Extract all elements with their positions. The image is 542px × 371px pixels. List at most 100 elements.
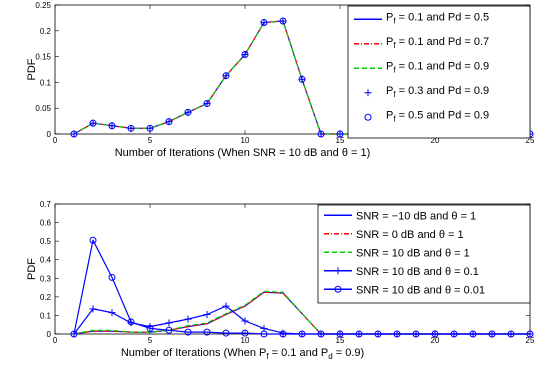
data-point — [146, 124, 154, 132]
y-tick-label: 0.25 — [35, 1, 51, 10]
data-point — [222, 302, 230, 310]
y-tick-label: 0.2 — [40, 293, 52, 302]
legend: SNR = −10 dB and θ = 1 SNR = 0 dB and θ =… — [317, 204, 531, 304]
y-tick-label: 0.1 — [40, 78, 52, 87]
data-point — [431, 330, 439, 338]
y-tick-label: 0.05 — [35, 104, 51, 113]
y-tick-label: 0.15 — [35, 53, 51, 62]
x-tick-label: 5 — [148, 336, 153, 345]
legend-entry: SNR = 10 dB and θ = 0.01 — [324, 284, 485, 296]
data-point — [203, 100, 211, 108]
data-point — [317, 330, 325, 338]
data-point — [336, 130, 344, 138]
legend-entry: SNR = −10 dB and θ = 1 — [324, 210, 476, 222]
data-point — [393, 330, 401, 338]
data-point — [298, 330, 306, 338]
x-tick-label: 5 — [148, 136, 153, 145]
legend-label: SNR = 10 dB and θ = 1 — [356, 247, 470, 259]
legend-entry: Pf = 0.1 and Pd = 0.7 — [354, 36, 489, 50]
x-tick-label: 15 — [336, 136, 345, 145]
data-point — [507, 330, 515, 338]
y-tick-label: 0.1 — [40, 311, 52, 320]
x-tick-label: 25 — [526, 336, 535, 345]
data-point — [336, 130, 344, 138]
data-point — [241, 51, 249, 59]
legend-label: SNR = 10 dB and θ = 0.1 — [356, 266, 479, 278]
data-point — [89, 119, 97, 127]
data-point — [336, 330, 344, 338]
data-point — [165, 326, 173, 334]
chart-panel-1: 0 5 10 15 20 25 0 0.05 0.1 0.15 0.2 0.25 PDF Number o… — [26, 1, 535, 159]
data-point — [298, 75, 306, 83]
legend-marker — [334, 285, 342, 293]
data-point — [260, 330, 268, 338]
data-point — [279, 17, 287, 25]
legend-entry: Pf = 0.3 and Pd = 0.9 — [364, 85, 489, 99]
data-point — [355, 330, 363, 338]
y-axis-label: PDF — [26, 258, 38, 280]
data-point — [108, 273, 116, 281]
legend-entry: Pf = 0.1 and Pd = 0.5 — [354, 11, 489, 25]
legend-entry: Pf = 0.1 and Pd = 0.9 — [354, 60, 489, 74]
data-point — [108, 122, 116, 130]
legend-label: Pf = 0.1 and Pd = 0.5 — [386, 11, 489, 25]
x-tick-label: 25 — [526, 136, 535, 145]
legend: Pf = 0.1 and Pd = 0.5 Pf = 0.1 and Pd = 0… — [347, 5, 531, 139]
data-point — [203, 100, 211, 108]
data-point — [241, 317, 249, 325]
data-point — [526, 330, 534, 338]
legend-label: Pf = 0.3 and Pd = 0.9 — [386, 85, 489, 99]
x-axis-label: Number of Iterations (When Pf = 0.1 and … — [121, 347, 364, 361]
legend-label: SNR = −10 dB and θ = 1 — [356, 210, 476, 222]
x-tick-label: 0 — [53, 136, 58, 145]
data-point — [184, 315, 192, 323]
data-point — [146, 124, 154, 132]
y-tick-label: 0.6 — [40, 219, 52, 228]
legend-entry: SNR = 10 dB and θ = 0.1 — [324, 266, 479, 278]
y-tick-label: 0.7 — [40, 200, 52, 209]
y-tick-label: 0.4 — [40, 256, 52, 265]
data-point — [241, 329, 249, 337]
legend-label: SNR = 0 dB and θ = 1 — [356, 229, 464, 241]
legend-entry: SNR = 0 dB and θ = 1 — [324, 229, 464, 241]
data-point — [374, 330, 382, 338]
legend-label: Pf = 0.1 and Pd = 0.7 — [386, 36, 489, 50]
data-point — [184, 328, 192, 336]
data-point — [184, 108, 192, 116]
data-point — [89, 119, 97, 127]
data-point — [469, 330, 477, 338]
x-axis-label: Number of Iterations (When SNR = 10 dB a… — [115, 147, 371, 159]
x-tick-label: 0 — [53, 336, 58, 345]
data-point — [108, 122, 116, 130]
data-point — [222, 329, 230, 337]
legend-marker — [364, 89, 372, 97]
data-point — [108, 309, 116, 317]
data-point — [127, 124, 135, 132]
data-point — [317, 130, 325, 138]
data-point — [70, 130, 78, 138]
chart-panel-2: 0 5 10 15 20 25 0 0.1 0.2 0.3 0.4 0.5 0.6 0.7 PDF Numbe… — [26, 200, 535, 361]
series-line — [73, 239, 530, 335]
legend-label: Pf = 0.1 and Pd = 0.9 — [386, 60, 489, 74]
legend-marker — [364, 113, 372, 121]
legend-label: Pf = 0.5 and Pd = 0.9 — [386, 109, 489, 123]
data-point — [89, 305, 97, 313]
data-point — [203, 311, 211, 318]
legend-entry: SNR = 10 dB and θ = 1 — [324, 247, 470, 259]
y-tick-label: 0.2 — [40, 27, 52, 36]
data-point — [450, 330, 458, 338]
y-axis-label: PDF — [26, 58, 38, 80]
data-point — [222, 72, 230, 80]
series-5 — [70, 236, 534, 338]
x-tick-label: 15 — [336, 336, 345, 345]
y-tick-label: 0.5 — [40, 237, 52, 246]
legend-marker — [334, 267, 342, 275]
data-point — [146, 324, 154, 332]
data-point — [165, 319, 173, 327]
x-tick-label: 20 — [431, 136, 440, 145]
data-point — [89, 236, 97, 244]
data-point — [412, 330, 420, 338]
data-point — [488, 330, 496, 338]
data-point — [70, 130, 78, 138]
